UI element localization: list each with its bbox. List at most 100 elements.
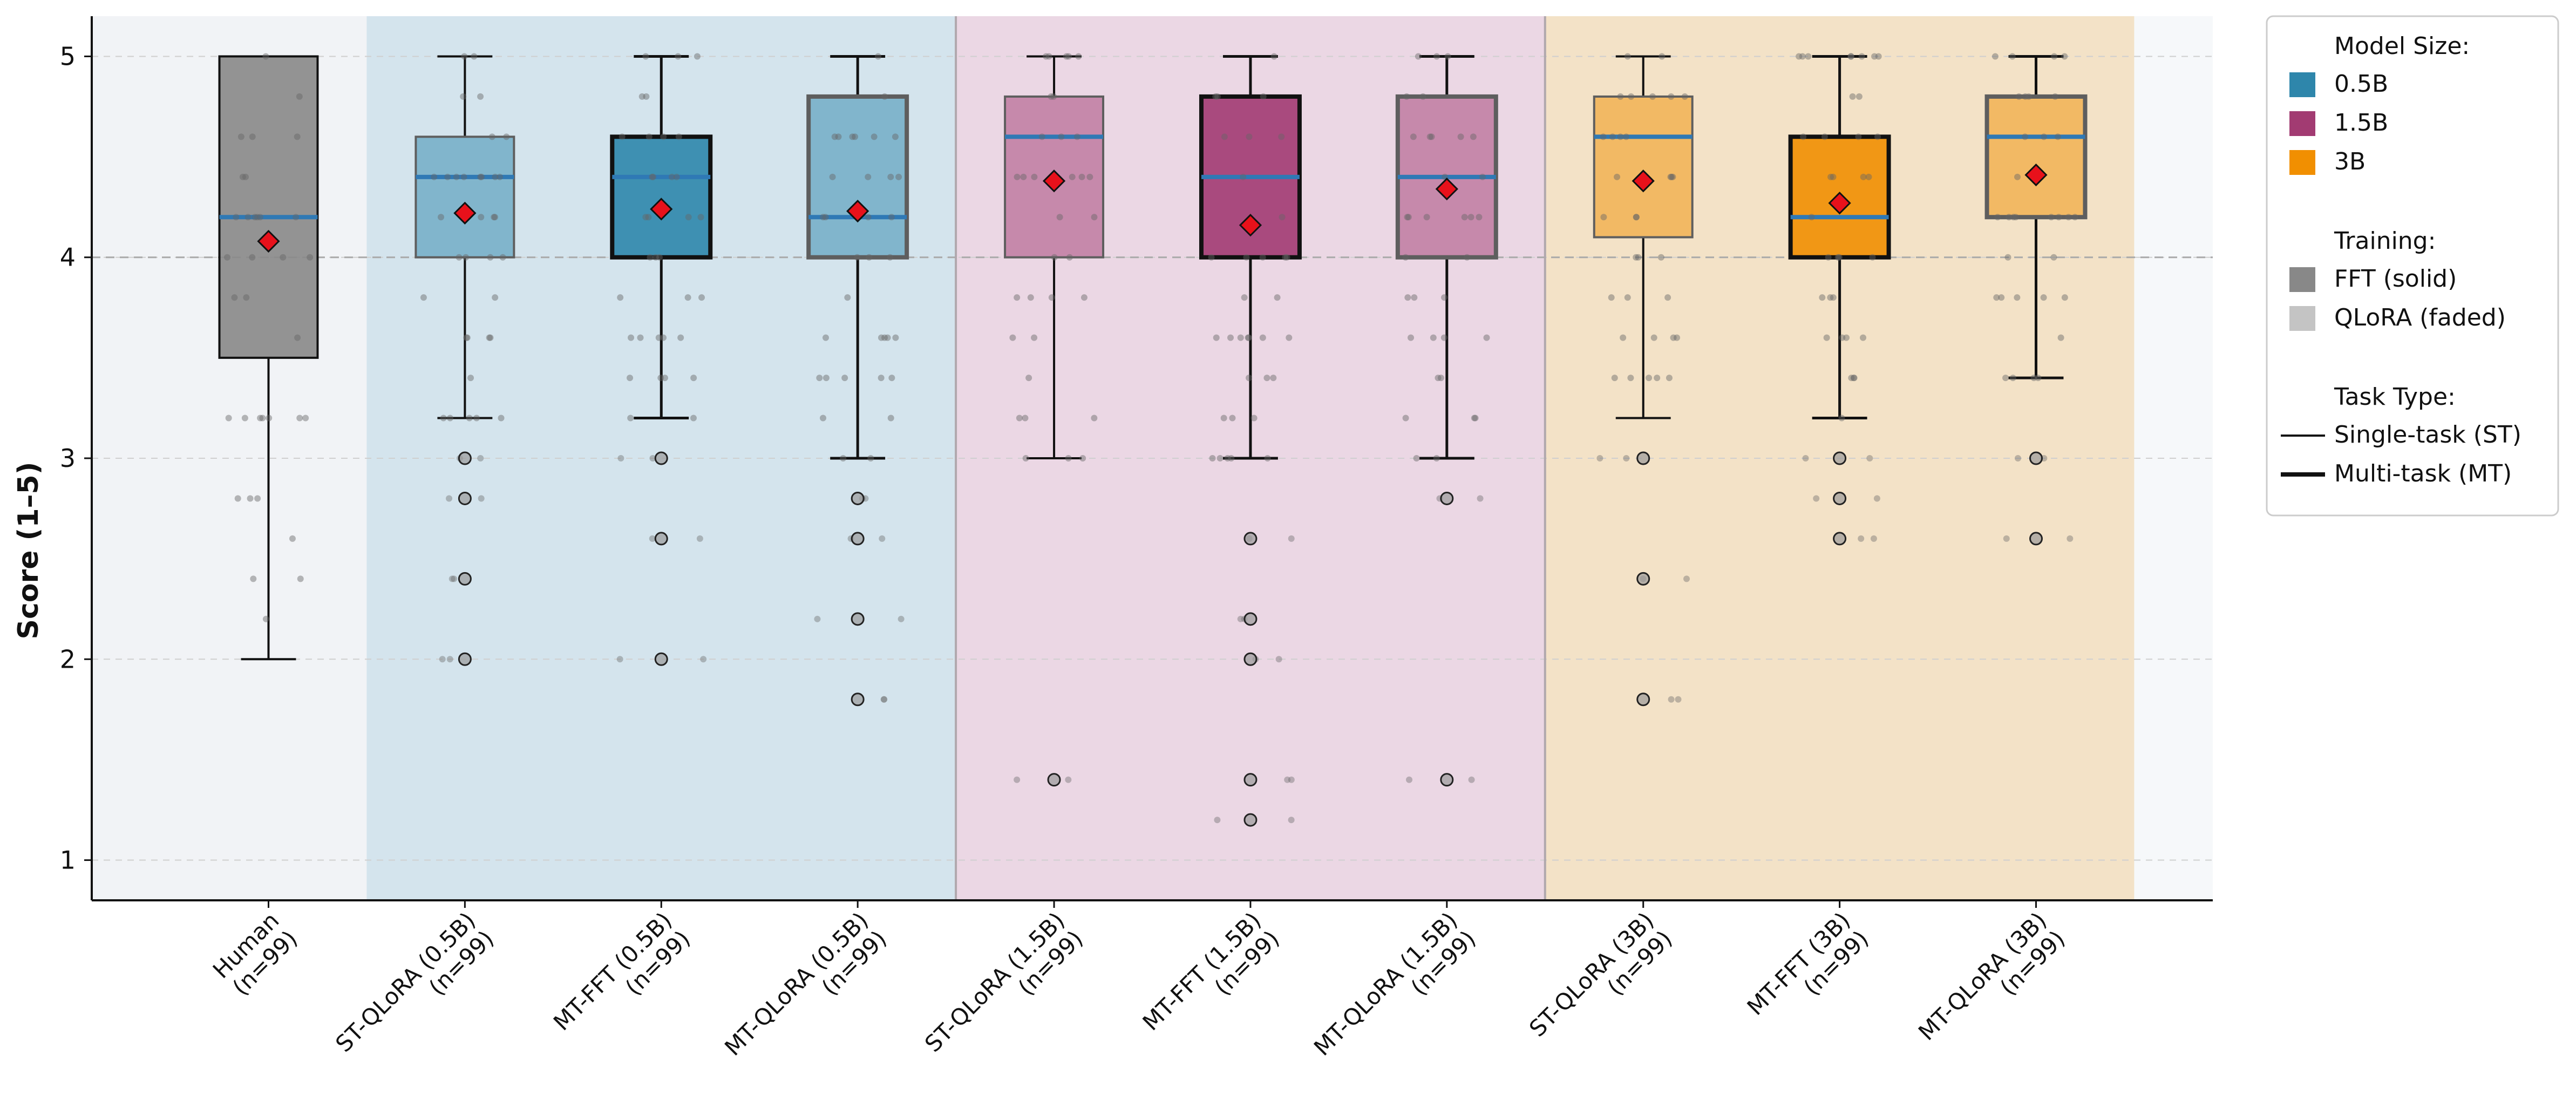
data-point <box>675 53 682 60</box>
data-point <box>888 214 895 221</box>
legend-item-label: Multi-task (MT) <box>2334 460 2512 487</box>
data-point <box>2054 133 2061 140</box>
data-point <box>638 93 645 100</box>
data-point <box>1405 214 1412 221</box>
data-point <box>487 334 494 341</box>
legend-swatch <box>2289 267 2315 292</box>
data-point <box>2061 294 2068 301</box>
data-point <box>685 214 692 221</box>
data-point <box>499 254 506 261</box>
data-point <box>487 254 494 261</box>
data-point <box>289 535 296 542</box>
data-point <box>1871 53 1878 60</box>
data-point <box>477 173 484 180</box>
data-point <box>1875 53 1882 60</box>
data-point <box>1666 375 1673 382</box>
data-point <box>1079 455 1086 461</box>
data-point <box>2040 294 2047 301</box>
data-point <box>492 294 499 301</box>
data-point <box>1855 133 1862 140</box>
data-point <box>1014 294 1021 301</box>
data-point <box>478 173 485 180</box>
data-point <box>1406 776 1413 783</box>
data-point <box>1600 214 1607 221</box>
data-point <box>1649 93 1656 100</box>
data-point <box>448 575 456 582</box>
y-axis-label: Score (1–5) <box>12 462 45 640</box>
data-point <box>668 173 675 180</box>
box <box>1593 95 1694 239</box>
data-point <box>1410 133 1417 140</box>
data-point <box>865 173 872 180</box>
data-point <box>1998 294 2005 301</box>
legend-section-title: Model Size: <box>2334 32 2470 60</box>
data-point <box>1860 334 1867 341</box>
outlier-point <box>851 491 865 505</box>
data-point <box>1065 455 1072 461</box>
data-point <box>1066 254 1073 261</box>
mean-marker <box>453 201 477 225</box>
data-point <box>1246 375 1253 382</box>
mean-markers <box>257 163 2048 253</box>
data-point <box>1659 53 1666 60</box>
data-point <box>1014 776 1021 783</box>
data-point <box>1470 133 1477 140</box>
data-point <box>1440 334 1447 341</box>
data-point <box>660 133 667 140</box>
data-point <box>895 173 902 180</box>
data-point <box>642 214 649 221</box>
data-point <box>473 415 480 422</box>
data-point <box>1800 133 1807 140</box>
outlier-point <box>1440 491 1454 505</box>
data-point <box>1827 294 1834 301</box>
data-point <box>1214 817 1221 824</box>
outlier-point <box>1833 532 1847 546</box>
data-point <box>1600 133 1607 140</box>
data-point <box>1245 334 1252 341</box>
data-point <box>231 294 238 301</box>
data-point <box>690 415 697 422</box>
data-point <box>440 415 447 422</box>
data-point <box>257 415 264 422</box>
data-point <box>234 495 241 502</box>
y-tick-label: 2 <box>60 644 76 674</box>
data-point <box>887 254 894 261</box>
data-point <box>1288 817 1295 824</box>
data-point <box>1209 455 1216 461</box>
data-point <box>1858 535 1865 542</box>
data-point <box>653 254 660 261</box>
data-point <box>878 334 885 341</box>
data-point <box>1866 455 1873 461</box>
data-point <box>478 214 485 221</box>
data-point <box>1472 415 1479 422</box>
outlier-point <box>851 693 865 707</box>
data-point <box>820 415 827 422</box>
mean-marker <box>846 199 869 223</box>
data-point <box>1483 334 1490 341</box>
data-point <box>1423 214 1430 221</box>
legend-item-label: 1.5B <box>2334 109 2388 137</box>
data-point <box>2014 455 2021 461</box>
data-point <box>700 656 707 663</box>
data-point <box>2004 254 2011 261</box>
outlier-point <box>1440 773 1454 787</box>
data-point <box>1051 254 1058 261</box>
data-point <box>249 254 256 261</box>
legend-item-label: QLoRA (faded) <box>2334 304 2506 331</box>
data-point <box>1038 133 1045 140</box>
outlier-point <box>1243 773 1258 787</box>
data-point <box>2035 375 2042 382</box>
data-point <box>280 254 287 261</box>
data-point <box>1240 173 1247 180</box>
data-point <box>898 615 905 622</box>
data-point <box>1461 214 1468 221</box>
data-point <box>503 133 510 140</box>
data-point <box>616 656 623 663</box>
data-point <box>1415 53 1422 60</box>
data-point <box>1073 133 1080 140</box>
data-point <box>1227 334 1234 341</box>
data-point <box>1031 173 1038 180</box>
data-point <box>2041 133 2048 140</box>
outlier-point <box>1636 572 1650 586</box>
data-point <box>1264 455 1271 461</box>
